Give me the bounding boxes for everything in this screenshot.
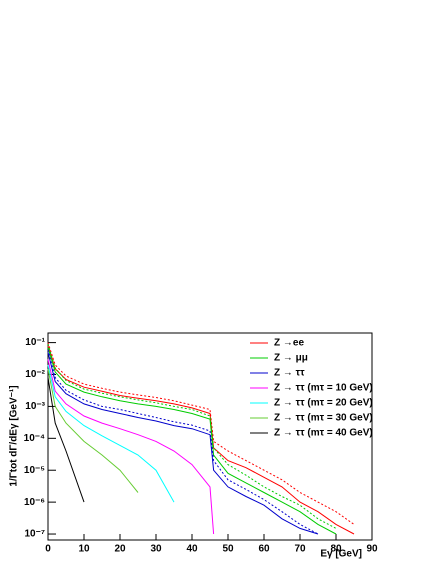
series-line [47, 352, 319, 535]
legend-label: Z → ττ (mτ = 20 GeV) [274, 398, 373, 409]
legend-label: Z → ττ (mτ = 40 GeV) [274, 428, 373, 439]
x-tick-label: 10 [78, 544, 90, 555]
legend-label: Z → ττ (mτ = 10 GeV) [274, 383, 373, 394]
series-line [47, 343, 337, 529]
y-axis-label: 1/Γtot dΓ/dEγ [GeV⁻¹] [9, 385, 20, 486]
series-line [47, 359, 215, 535]
x-tick-label: 30 [150, 544, 162, 555]
series-line [47, 342, 355, 525]
series-line [47, 364, 175, 503]
y-tick-label: 10⁻⁶ [24, 497, 45, 508]
x-tick-label: 40 [186, 544, 198, 555]
y-tick-label: 10⁻³ [25, 401, 45, 412]
x-tick-label: 60 [258, 544, 270, 555]
legend-label: Z → μμ [274, 353, 308, 364]
series-line [47, 345, 355, 535]
x-axis-label: Eγ [GeV] [320, 549, 362, 560]
y-tick-label: 10⁻⁴ [24, 433, 45, 444]
x-tick-label: 20 [114, 544, 126, 555]
y-tick-label: 10⁻¹ [25, 337, 45, 348]
series-line [47, 368, 139, 493]
x-tick-label: 90 [366, 544, 378, 555]
x-tick-label: 50 [222, 544, 234, 555]
series-line [47, 377, 85, 503]
series-line [47, 347, 337, 535]
legend-label: Z → ττ [274, 368, 305, 379]
x-tick-label: 80 [330, 544, 342, 555]
y-tick-label: 10⁻⁷ [24, 529, 45, 540]
x-tick-label: 70 [294, 544, 306, 555]
legend-label: Z → ττ (mτ = 30 GeV) [274, 413, 373, 424]
x-tick-label: 0 [45, 544, 51, 555]
y-tick-label: 10⁻⁵ [24, 465, 45, 476]
legend-label: Z →ee [274, 338, 304, 349]
y-tick-label: 10⁻² [25, 369, 45, 380]
plot-frame [47, 332, 373, 541]
